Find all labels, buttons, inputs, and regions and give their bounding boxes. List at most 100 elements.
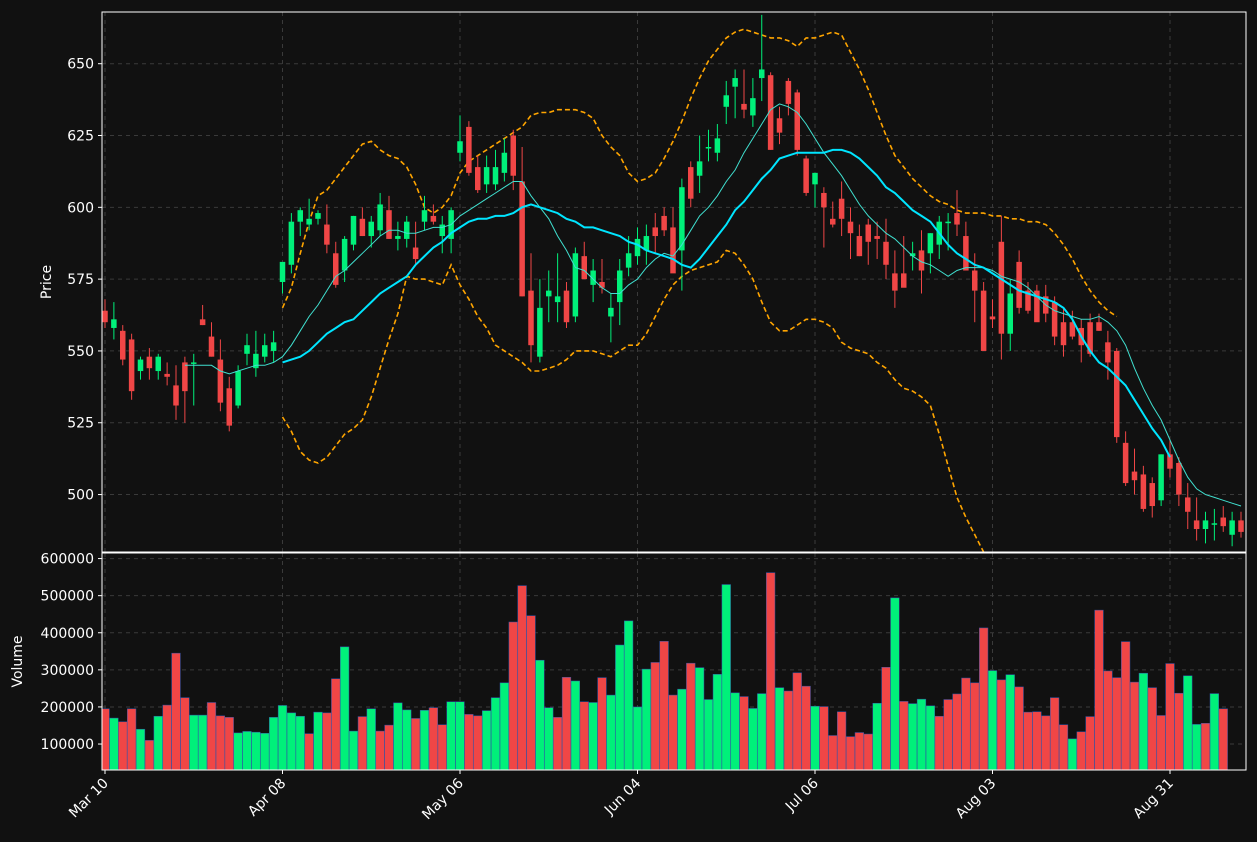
ma-slow-line — [282, 148, 1171, 458]
volume-bar-up — [295, 715, 305, 770]
candle-down — [1220, 517, 1227, 527]
volume-bar-up — [615, 644, 625, 770]
volume-bar-down — [1023, 711, 1033, 770]
candle-up — [1229, 520, 1235, 535]
volume-bar-down — [206, 702, 217, 770]
volume-bar-down — [357, 716, 367, 770]
volume-bar-up — [748, 708, 758, 770]
candle-up — [909, 253, 916, 257]
ma-fast-line — [184, 103, 1242, 507]
candle-up — [297, 210, 304, 222]
candle-up — [395, 236, 401, 239]
volume-bar-down — [1156, 715, 1166, 770]
volume-bar-down — [1094, 609, 1104, 770]
volume-bar-down — [180, 697, 190, 770]
volume-bar-down — [1058, 724, 1069, 770]
volume-bar-down — [384, 724, 394, 770]
volume-bar-up — [703, 699, 714, 770]
candle-down — [519, 181, 525, 297]
candle-up — [377, 204, 383, 231]
candle-down — [581, 256, 588, 280]
candle-down — [1131, 471, 1138, 481]
volume-bar-down — [464, 714, 474, 770]
candle-down — [1176, 462, 1182, 495]
candle-down — [1113, 350, 1120, 438]
volume-bar-up — [260, 733, 270, 770]
candle-up — [750, 98, 756, 116]
candle-down — [226, 388, 233, 426]
candle-down — [119, 330, 126, 360]
volume-bar-up — [544, 707, 554, 770]
volume-bar-up — [606, 694, 616, 770]
candle-down — [182, 362, 188, 392]
candle-up — [492, 167, 499, 185]
volume-bar-down — [668, 694, 678, 770]
volume-bar-down — [553, 717, 563, 770]
volume-bar-down — [411, 718, 421, 770]
candle-down — [1140, 474, 1147, 509]
volume-bar-down — [1174, 692, 1184, 770]
candle-down — [1016, 261, 1022, 308]
volume-bar-down — [970, 682, 980, 770]
candle-up — [714, 138, 721, 153]
volume-tick-label: 100000 — [41, 737, 94, 753]
volume-bar-down — [863, 733, 873, 770]
volume-bar-down — [837, 711, 847, 770]
candle-up — [341, 238, 348, 271]
volume-bar-down — [597, 677, 607, 770]
volume-bar-up — [482, 710, 492, 770]
candle-down — [998, 241, 1005, 334]
volume-bar-down — [118, 721, 128, 770]
candle-down — [359, 218, 366, 237]
candle-down — [963, 236, 969, 271]
volume-bar-down — [171, 652, 181, 770]
volume-bar-up — [286, 712, 296, 770]
candle-down — [563, 290, 570, 323]
volume-bar-down — [473, 715, 483, 770]
candle-down — [1122, 442, 1129, 484]
volume-bar-down — [1076, 731, 1086, 770]
candle-up — [608, 307, 614, 317]
volume-bar-down — [127, 708, 137, 770]
candle-down — [412, 247, 419, 260]
volume-bar-down — [579, 701, 589, 770]
volume-bar-up — [925, 705, 935, 770]
volume-bar-up — [1005, 674, 1015, 770]
candle-up — [643, 236, 650, 251]
volume-bar-down — [739, 696, 749, 770]
candle-down — [829, 218, 836, 225]
candle-down — [208, 336, 215, 357]
candle-down — [102, 310, 108, 323]
price-panel-bg — [102, 12, 1246, 552]
candle-up — [137, 359, 144, 372]
candle-down — [217, 359, 224, 403]
volume-bar-up — [624, 620, 634, 770]
volume-bar-up — [712, 674, 722, 770]
candle-down — [1238, 520, 1244, 532]
candle-down — [892, 273, 898, 291]
volume-bar-up — [570, 680, 580, 770]
volume-bar-down — [801, 685, 811, 770]
candle-down — [803, 158, 809, 193]
volume-bar-up — [153, 715, 163, 770]
candle-down — [1149, 483, 1156, 507]
candle-up — [625, 253, 632, 268]
candle-down — [856, 236, 863, 257]
volume-bar-down — [845, 736, 856, 770]
volume-bar-up — [313, 711, 323, 770]
volume-bar-down — [1129, 681, 1140, 770]
price-tick-label: 525 — [67, 416, 94, 432]
volume-bar-up — [499, 682, 509, 770]
candle-up — [812, 172, 818, 185]
x-tick-label: Mar 10 — [66, 776, 112, 822]
candle-down — [794, 92, 801, 150]
price-tick-label: 500 — [67, 488, 94, 504]
candle-up — [439, 224, 446, 237]
volume-bar-up — [1067, 738, 1077, 770]
volume-bar-down — [517, 585, 527, 770]
volume-bar-down — [304, 733, 314, 770]
volume-tick-label: 200000 — [41, 700, 94, 716]
candle-up — [244, 345, 250, 354]
candle-down — [776, 118, 783, 133]
